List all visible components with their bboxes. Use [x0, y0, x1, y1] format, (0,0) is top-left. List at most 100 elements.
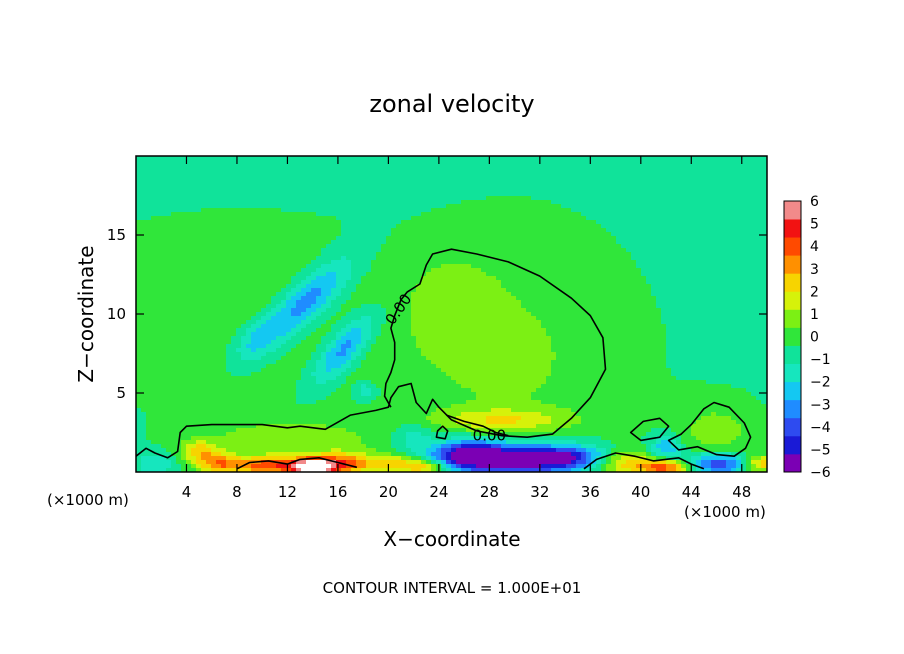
- heatmap-cell: [371, 256, 377, 261]
- heatmap-cell: [236, 228, 242, 233]
- heatmap-cell: [246, 288, 252, 293]
- heatmap-cell: [731, 180, 737, 185]
- heatmap-cell: [671, 300, 677, 305]
- heatmap-cell: [576, 184, 582, 189]
- heatmap-cell: [311, 160, 317, 165]
- heatmap-cell: [721, 160, 727, 165]
- heatmap-cell: [196, 312, 202, 317]
- heatmap-cell: [341, 300, 347, 305]
- heatmap-cell: [211, 268, 217, 273]
- heatmap-cell: [186, 200, 192, 205]
- heatmap-cell: [191, 228, 197, 233]
- heatmap-cell: [241, 276, 247, 281]
- heatmap-cell: [466, 292, 472, 297]
- heatmap-cell: [446, 216, 452, 221]
- heatmap-cell: [676, 168, 682, 173]
- heatmap-cell: [506, 308, 512, 313]
- heatmap-cell: [401, 180, 407, 185]
- heatmap-cell: [181, 256, 187, 261]
- heatmap-cell: [521, 196, 527, 201]
- heatmap-cell: [386, 268, 392, 273]
- heatmap-cell: [196, 268, 202, 273]
- heatmap-cell: [591, 300, 597, 305]
- heatmap-cell: [456, 212, 462, 217]
- heatmap-cell: [671, 296, 677, 301]
- heatmap-cell: [701, 232, 707, 237]
- heatmap-cell: [181, 308, 187, 313]
- heatmap-cell: [661, 216, 667, 221]
- heatmap-cell: [736, 180, 742, 185]
- heatmap-cell: [631, 212, 637, 217]
- heatmap-cell: [711, 216, 717, 221]
- heatmap-cell: [396, 260, 402, 265]
- heatmap-cell: [366, 208, 372, 213]
- heatmap-cell: [516, 288, 522, 293]
- heatmap-cell: [631, 304, 637, 309]
- heatmap-cell: [661, 224, 667, 229]
- heatmap-cell: [416, 188, 422, 193]
- heatmap-cell: [211, 272, 217, 277]
- heatmap-cell: [456, 276, 462, 281]
- heatmap-cell: [236, 240, 242, 245]
- heatmap-cell: [596, 204, 602, 209]
- heatmap-cell: [251, 216, 257, 221]
- heatmap-cell: [606, 220, 612, 225]
- heatmap-cell: [561, 260, 567, 265]
- heatmap-cell: [676, 276, 682, 281]
- heatmap-cell: [671, 160, 677, 165]
- heatmap-cell: [226, 212, 232, 217]
- heatmap-cell: [376, 292, 382, 297]
- heatmap-cell: [266, 164, 272, 169]
- heatmap-cell: [646, 232, 652, 237]
- heatmap-cell: [226, 240, 232, 245]
- heatmap-cell: [736, 284, 742, 289]
- heatmap-cell: [561, 204, 567, 209]
- heatmap-cell: [716, 272, 722, 277]
- heatmap-cell: [146, 244, 152, 249]
- heatmap-cell: [386, 216, 392, 221]
- heatmap-cell: [246, 180, 252, 185]
- heatmap-cell: [276, 288, 282, 293]
- heatmap-cell: [546, 212, 552, 217]
- heatmap-cell: [281, 268, 287, 273]
- heatmap-cell: [246, 208, 252, 213]
- heatmap-cell: [596, 240, 602, 245]
- heatmap-cell: [266, 216, 272, 221]
- heatmap-cell: [691, 164, 697, 169]
- heatmap-cell: [701, 272, 707, 277]
- heatmap-cell: [216, 264, 222, 269]
- heatmap-cell: [201, 212, 207, 217]
- heatmap-cell: [281, 176, 287, 181]
- heatmap-cell: [356, 176, 362, 181]
- heatmap-cell: [341, 184, 347, 189]
- heatmap-cell: [646, 176, 652, 181]
- heatmap-cell: [321, 220, 327, 225]
- heatmap-cell: [211, 192, 217, 197]
- heatmap-cell: [351, 160, 357, 165]
- heatmap-cell: [251, 164, 257, 169]
- heatmap-cell: [561, 256, 567, 261]
- heatmap-cell: [411, 240, 417, 245]
- heatmap-cell: [746, 180, 752, 185]
- heatmap-cell: [301, 280, 307, 285]
- heatmap-cell: [706, 304, 712, 309]
- heatmap-cell: [661, 220, 667, 225]
- heatmap-cell: [196, 272, 202, 277]
- heatmap-cell: [241, 264, 247, 269]
- heatmap-cell: [346, 216, 352, 221]
- heatmap-cell: [526, 276, 532, 281]
- heatmap-cell: [516, 188, 522, 193]
- heatmap-cell: [446, 204, 452, 209]
- heatmap-cell: [166, 236, 172, 241]
- heatmap-cell: [291, 160, 297, 165]
- heatmap-cell: [181, 192, 187, 197]
- heatmap-cell: [466, 156, 472, 161]
- heatmap-cell: [486, 244, 492, 249]
- heatmap-cell: [396, 180, 402, 185]
- heatmap-cell: [356, 304, 362, 309]
- heatmap-cell: [176, 196, 182, 201]
- heatmap-cell: [616, 272, 622, 277]
- heatmap-cell: [491, 188, 497, 193]
- heatmap-cell: [261, 196, 267, 201]
- heatmap-cell: [386, 180, 392, 185]
